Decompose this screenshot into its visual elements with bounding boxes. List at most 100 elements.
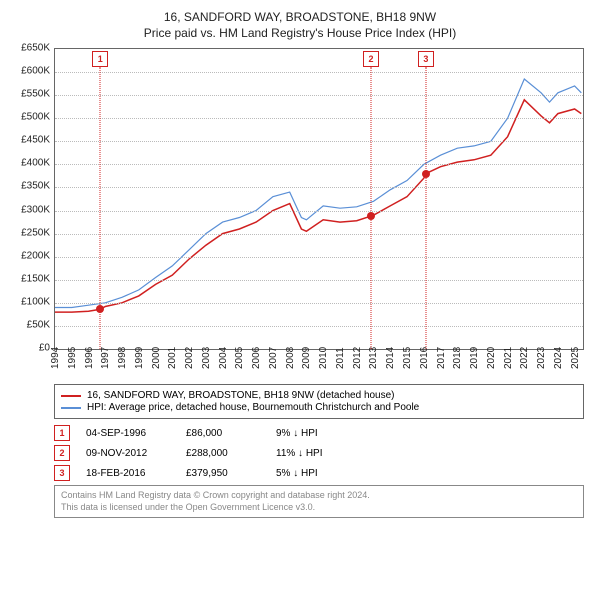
x-tick-label: 1997 (100, 347, 111, 369)
series-hpi (55, 79, 581, 308)
y-tick-label: £0 (39, 343, 50, 354)
series-svg (55, 49, 583, 349)
attribution: Contains HM Land Registry data © Crown c… (54, 485, 584, 518)
x-axis: 1994199519961997199819992000200120022003… (54, 350, 584, 378)
legend-swatch (61, 395, 81, 397)
marker-dot (96, 305, 104, 313)
y-tick-label: £650K (21, 43, 50, 54)
y-tick-label: £550K (21, 89, 50, 100)
sale-delta: 5% ↓ HPI (276, 468, 318, 479)
legend-item: 16, SANDFORD WAY, BROADSTONE, BH18 9NW (… (61, 390, 577, 401)
sale-date: 09-NOV-2012 (86, 448, 186, 459)
x-tick-label: 2010 (318, 347, 329, 369)
x-tick-label: 2004 (218, 347, 229, 369)
marker-box: 2 (363, 51, 379, 67)
sale-price: £86,000 (186, 428, 276, 439)
plot-inner: 1 2 3 (54, 48, 584, 350)
x-tick-label: 2021 (503, 347, 514, 369)
sale-marker-box: 1 (54, 425, 70, 441)
gridline (55, 95, 583, 96)
x-tick-label: 2024 (553, 347, 564, 369)
legend-label: 16, SANDFORD WAY, BROADSTONE, BH18 9NW (… (87, 390, 395, 401)
sale-date: 04-SEP-1996 (86, 428, 186, 439)
x-tick-label: 1995 (67, 347, 78, 369)
y-tick-label: £200K (21, 250, 50, 261)
sale-price: £288,000 (186, 448, 276, 459)
titles: 16, SANDFORD WAY, BROADSTONE, BH18 9NW P… (10, 10, 590, 40)
gridline (55, 141, 583, 142)
gridline (55, 118, 583, 119)
marker-dot (422, 170, 430, 178)
gridline (55, 326, 583, 327)
y-tick-label: £400K (21, 158, 50, 169)
sale-delta: 9% ↓ HPI (276, 428, 318, 439)
plot-area: £0£50K£100K£150K£200K£250K£300K£350K£400… (54, 48, 584, 378)
marker-dot (367, 212, 375, 220)
x-tick-label: 2020 (486, 347, 497, 369)
x-tick-label: 2019 (469, 347, 480, 369)
y-axis: £0£50K£100K£150K£200K£250K£300K£350K£400… (8, 48, 52, 350)
marker-vline (370, 67, 371, 349)
sales-list: 1 04-SEP-1996£86,0009% ↓ HPI 2 09-NOV-2012£… (54, 425, 584, 481)
y-tick-label: £350K (21, 181, 50, 192)
x-tick-label: 2002 (184, 347, 195, 369)
x-tick-label: 2007 (268, 347, 279, 369)
x-tick-label: 2018 (452, 347, 463, 369)
chart-container: 16, SANDFORD WAY, BROADSTONE, BH18 9NW P… (0, 0, 600, 524)
x-tick-label: 2006 (251, 347, 262, 369)
x-tick-label: 2008 (285, 347, 296, 369)
legend: 16, SANDFORD WAY, BROADSTONE, BH18 9NW (… (54, 384, 584, 419)
sale-row: 2 09-NOV-2012£288,00011% ↓ HPI (54, 445, 584, 461)
marker-box: 3 (418, 51, 434, 67)
gridline (55, 187, 583, 188)
x-tick-label: 2012 (352, 347, 363, 369)
gridline (55, 72, 583, 73)
x-tick-label: 2005 (234, 347, 245, 369)
sale-date: 18-FEB-2016 (86, 468, 186, 479)
x-tick-label: 1996 (84, 347, 95, 369)
x-tick-label: 1998 (117, 347, 128, 369)
y-tick-label: £100K (21, 296, 50, 307)
x-tick-label: 2017 (436, 347, 447, 369)
marker-box: 1 (92, 51, 108, 67)
x-tick-label: 2016 (419, 347, 430, 369)
y-tick-label: £450K (21, 135, 50, 146)
y-tick-label: £500K (21, 112, 50, 123)
y-tick-label: £150K (21, 273, 50, 284)
attribution-line: Contains HM Land Registry data © Crown c… (61, 490, 577, 502)
title-main: 16, SANDFORD WAY, BROADSTONE, BH18 9NW (10, 10, 590, 24)
gridline (55, 257, 583, 258)
sale-row: 318-FEB-2016£379,9505% ↓ HPI (54, 465, 584, 481)
title-sub: Price paid vs. HM Land Registry's House … (10, 26, 590, 40)
x-tick-label: 2001 (167, 347, 178, 369)
attribution-line: This data is licensed under the Open Gov… (61, 502, 577, 514)
x-tick-label: 2025 (570, 347, 581, 369)
x-tick-label: 2015 (402, 347, 413, 369)
sale-row: 1 04-SEP-1996£86,0009% ↓ HPI (54, 425, 584, 441)
x-tick-label: 2009 (301, 347, 312, 369)
x-tick-label: 2013 (368, 347, 379, 369)
y-tick-label: £50K (27, 319, 50, 330)
gridline (55, 234, 583, 235)
x-tick-label: 1994 (50, 347, 61, 369)
sale-marker-box: 2 (54, 445, 70, 461)
x-tick-label: 2003 (201, 347, 212, 369)
gridline (55, 164, 583, 165)
y-tick-label: £250K (21, 227, 50, 238)
gridline (55, 211, 583, 212)
y-tick-label: £300K (21, 204, 50, 215)
y-tick-label: £600K (21, 66, 50, 77)
x-tick-label: 1999 (134, 347, 145, 369)
x-tick-label: 2011 (335, 347, 346, 369)
legend-swatch (61, 407, 81, 409)
legend-label: HPI: Average price, detached house, Bour… (87, 402, 419, 413)
legend-item: HPI: Average price, detached house, Bour… (61, 402, 577, 413)
x-tick-label: 2023 (536, 347, 547, 369)
sale-marker-box: 3 (54, 465, 70, 481)
marker-vline (425, 67, 426, 349)
sale-delta: 11% ↓ HPI (276, 448, 323, 459)
x-tick-label: 2000 (151, 347, 162, 369)
x-tick-label: 2014 (385, 347, 396, 369)
x-tick-label: 2022 (519, 347, 530, 369)
gridline (55, 280, 583, 281)
